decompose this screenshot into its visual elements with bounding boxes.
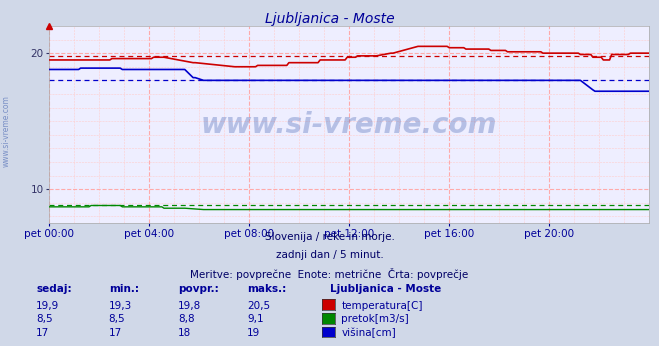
Text: 19,8: 19,8 bbox=[178, 301, 201, 311]
Text: 9,1: 9,1 bbox=[247, 315, 264, 325]
Text: pretok[m3/s]: pretok[m3/s] bbox=[341, 315, 409, 325]
Text: povpr.:: povpr.: bbox=[178, 284, 219, 294]
Text: www.si-vreme.com: www.si-vreme.com bbox=[201, 111, 498, 138]
Text: 19: 19 bbox=[247, 328, 260, 338]
Text: 17: 17 bbox=[109, 328, 122, 338]
Text: 8,8: 8,8 bbox=[178, 315, 194, 325]
Text: min.:: min.: bbox=[109, 284, 139, 294]
Text: Meritve: povprečne  Enote: metrične  Črta: povprečje: Meritve: povprečne Enote: metrične Črta:… bbox=[190, 268, 469, 280]
Text: Ljubljanica - Moste: Ljubljanica - Moste bbox=[265, 12, 394, 26]
Text: www.si-vreme.com: www.si-vreme.com bbox=[2, 95, 11, 167]
Text: maks.:: maks.: bbox=[247, 284, 287, 294]
Text: 18: 18 bbox=[178, 328, 191, 338]
Text: Slovenija / reke in morje.: Slovenija / reke in morje. bbox=[264, 232, 395, 242]
Text: 17: 17 bbox=[36, 328, 49, 338]
Text: Ljubljanica - Moste: Ljubljanica - Moste bbox=[330, 284, 441, 294]
Text: sedaj:: sedaj: bbox=[36, 284, 72, 294]
Text: temperatura[C]: temperatura[C] bbox=[341, 301, 423, 311]
Text: višina[cm]: višina[cm] bbox=[341, 328, 396, 338]
Text: zadnji dan / 5 minut.: zadnji dan / 5 minut. bbox=[275, 250, 384, 260]
Text: 8,5: 8,5 bbox=[109, 315, 125, 325]
Text: 19,3: 19,3 bbox=[109, 301, 132, 311]
Text: 20,5: 20,5 bbox=[247, 301, 270, 311]
Text: 19,9: 19,9 bbox=[36, 301, 59, 311]
Text: 8,5: 8,5 bbox=[36, 315, 53, 325]
